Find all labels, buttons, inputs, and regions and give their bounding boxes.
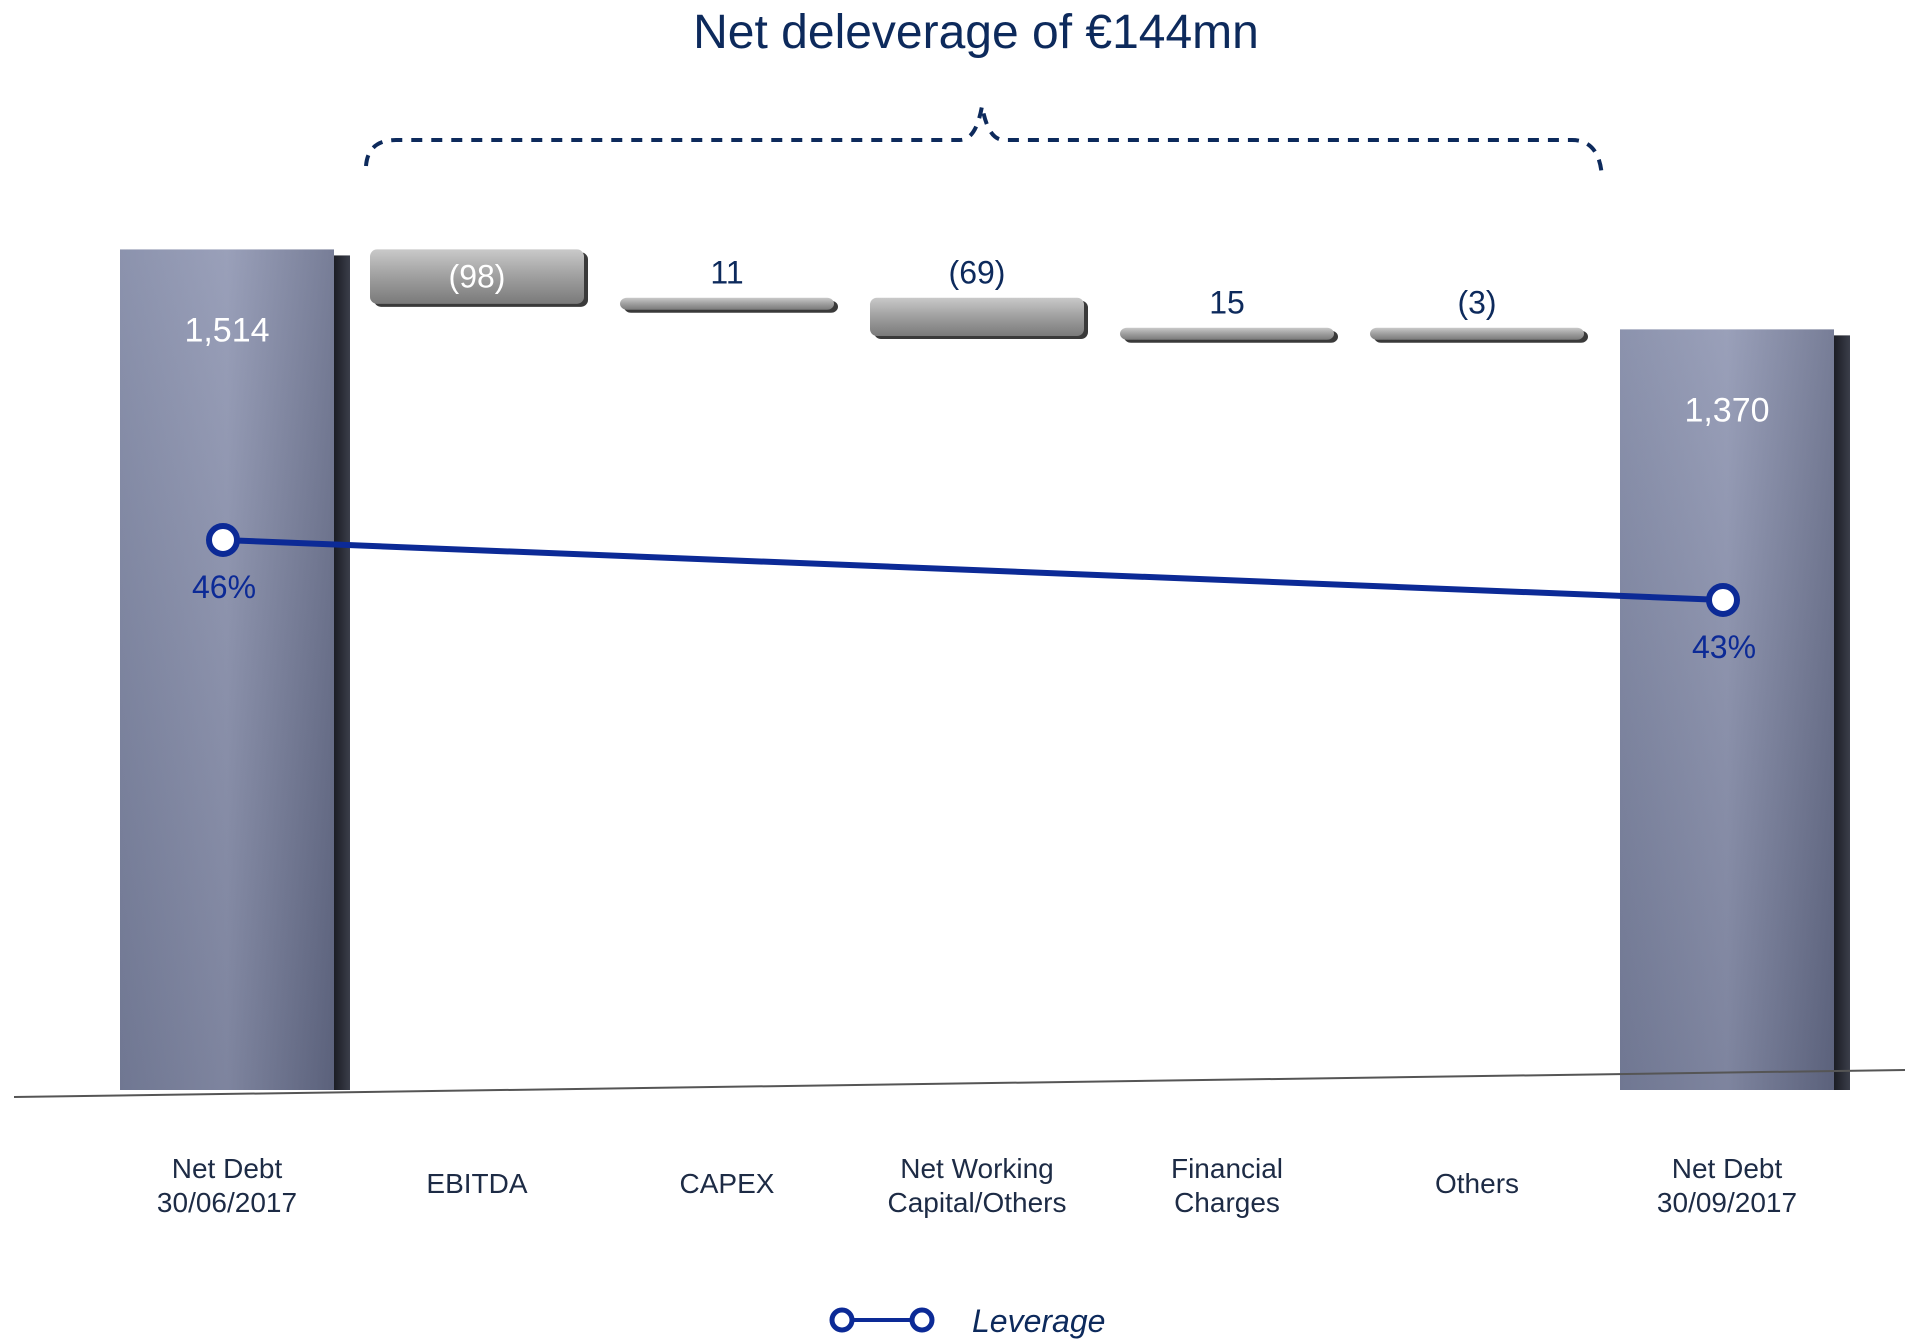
category-label-1: EBITDA: [426, 1168, 527, 1199]
bar-change-1: [370, 249, 584, 304]
bar-value-label-0: 1,514: [184, 311, 269, 349]
bar-change-3: [870, 297, 1084, 337]
leverage-value-label-1: 43%: [1692, 629, 1756, 665]
leverage-line: [222, 537, 1724, 603]
labels-layer: 1,514 Net Debt 30/06/2017 (98) EBITDA 11 CAPEX…: [157, 255, 1797, 1218]
leverage-point-1: [1706, 583, 1740, 617]
bar-side-6: [1834, 335, 1850, 1090]
baseline: [13, 1069, 1906, 1098]
bar-value-label-3: (69): [949, 255, 1006, 291]
legend: Leverage: [829, 1303, 1105, 1339]
leverage-value-label-0: 46%: [192, 569, 256, 605]
bar-shade-6: [1620, 329, 1834, 1090]
bar-value-label-4: 15: [1209, 285, 1245, 321]
bar-value-label-2: 11: [710, 255, 743, 291]
bar-shade-0: [120, 249, 334, 1090]
legend-label: Leverage: [972, 1303, 1105, 1339]
category-label-4: Financial Charges: [1171, 1153, 1283, 1218]
deleverage-bracket: [364, 105, 1604, 179]
category-label-3: Net Working Capital/Others: [888, 1153, 1067, 1218]
chart-title: Net deleverage of €144mn: [693, 6, 1259, 59]
category-label-0: Net Debt 30/06/2017: [157, 1153, 297, 1218]
bars-layer: [120, 249, 1850, 1090]
bar-change-2: [620, 297, 834, 310]
bar-side-0: [334, 255, 350, 1090]
bar-value-label-5: (3): [1457, 285, 1496, 321]
category-label-5: Others: [1435, 1168, 1519, 1199]
bar-change-4: [1120, 327, 1334, 340]
bar-value-label-1: (98): [449, 259, 506, 295]
leverage-point-0: [206, 523, 240, 557]
bar-value-label-6: 1,370: [1684, 391, 1769, 429]
category-label-2: CAPEX: [680, 1168, 775, 1199]
legend-marker-left: [829, 1307, 855, 1333]
leverage-line-layer: [206, 523, 1740, 617]
legend-marker-right: [909, 1307, 935, 1333]
bar-change-5: [1370, 327, 1584, 340]
category-label-6: Net Debt 30/09/2017: [1657, 1153, 1797, 1218]
baseline-layer: [13, 1069, 1906, 1098]
